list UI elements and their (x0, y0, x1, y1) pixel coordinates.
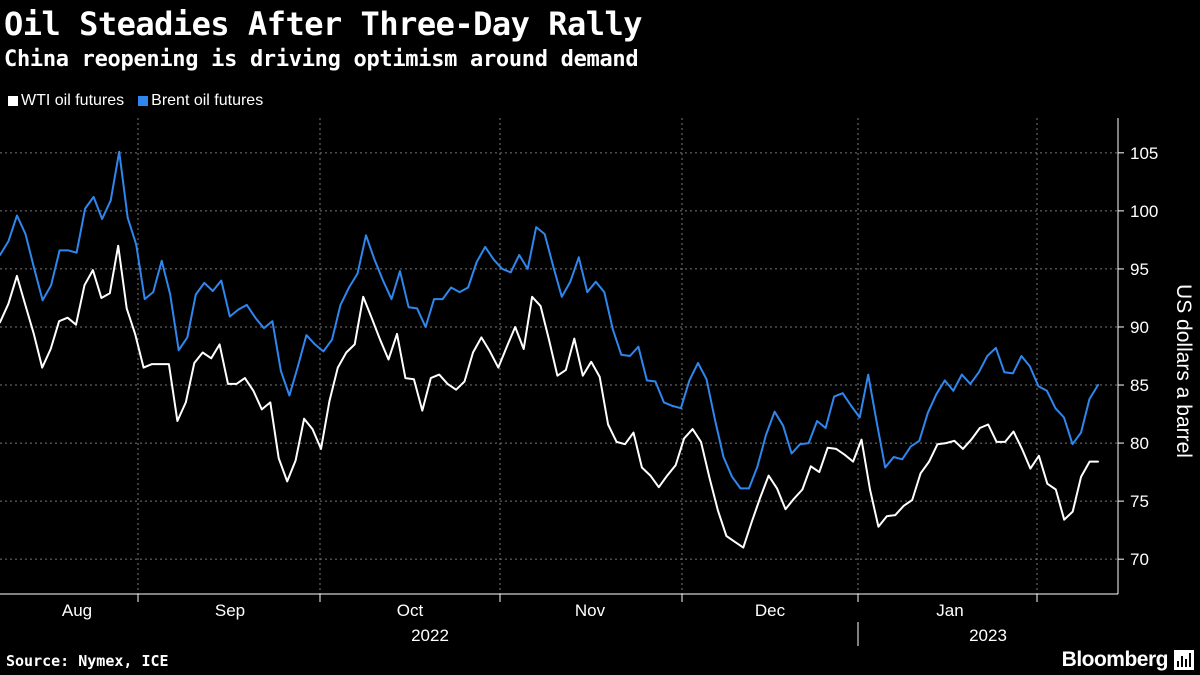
axes: 70 75 80 85 90 95 100 105 Aug Sep Oct Nov Dec Jan 2022… (0, 118, 1195, 646)
legend-swatch-brent (138, 96, 149, 106)
y-tick-label: 105 (1130, 144, 1158, 163)
bloomberg-chart-icon (1174, 650, 1194, 670)
year-label: 2023 (969, 626, 1007, 645)
x-tick-label: Sep (215, 601, 245, 620)
series-line-brent (0, 150, 1099, 490)
source-note: Source: Nymex, ICE (6, 652, 169, 670)
chart-title: Oil Steadies After Three-Day Rally (4, 5, 643, 43)
y-tick-label: 85 (1130, 376, 1149, 395)
y-tick-label: 90 (1130, 318, 1149, 337)
gridlines (0, 118, 1118, 594)
bloomberg-logo: Bloomberg (1061, 648, 1169, 671)
y-axis-title: US dollars a barrel (1172, 284, 1195, 458)
y-tick-label: 75 (1130, 492, 1149, 511)
x-tick-label: Oct (397, 601, 424, 620)
x-tick-label: Dec (755, 601, 786, 620)
chart-subtitle: China reopening is driving optimism arou… (4, 47, 639, 72)
y-tick-label: 70 (1130, 550, 1149, 569)
y-tick-label: 80 (1130, 434, 1149, 453)
legend-item-wti: WTI oil futures (8, 92, 124, 110)
legend-swatch-wti (8, 96, 18, 106)
x-tick-label: Aug (62, 601, 92, 620)
legend-item-brent: Brent oil futures (138, 92, 263, 110)
legend: WTI oil futures Brent oil futures (8, 90, 277, 112)
year-label: 2022 (411, 626, 449, 645)
y-tick-label: 95 (1130, 260, 1149, 279)
y-tick-label: 100 (1130, 202, 1158, 221)
x-tick-label: Nov (575, 601, 606, 620)
x-tick-label: Jan (936, 601, 963, 620)
series-lines (0, 150, 1099, 549)
legend-label-brent: Brent oil futures (151, 92, 264, 109)
series-line-wti (0, 244, 1099, 549)
legend-label-wti: WTI oil futures (21, 92, 125, 109)
